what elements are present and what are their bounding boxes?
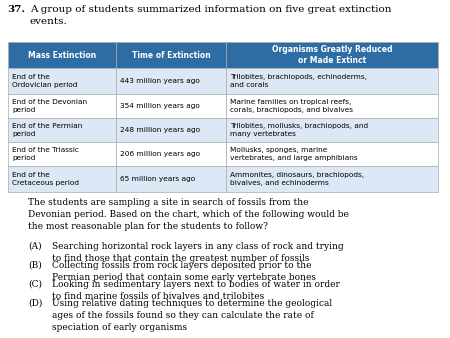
Bar (226, 94, 438, 118)
Bar (116, 166, 226, 192)
Bar (226, 42, 438, 68)
Text: Time of Extinction: Time of Extinction (131, 50, 211, 59)
Bar (226, 166, 438, 192)
Text: A group of students summarized information on five great extinction
events.: A group of students summarized informati… (30, 5, 391, 26)
Bar (116, 94, 226, 118)
Text: (C): (C) (28, 280, 42, 289)
Bar (226, 68, 438, 94)
Text: Using relative dating techniques to determine the geological
ages of the fossils: Using relative dating techniques to dete… (52, 299, 332, 332)
Bar (116, 42, 226, 68)
Text: End of the
Ordovician period: End of the Ordovician period (12, 74, 77, 88)
Bar (8, 94, 116, 118)
Text: Trilobites, mollusks, brachiopods, and
many vertebrates: Trilobites, mollusks, brachiopods, and m… (230, 123, 368, 137)
Text: 443 million years ago: 443 million years ago (120, 78, 200, 84)
Text: Organisms Greatly Reduced
or Made Extinct: Organisms Greatly Reduced or Made Extinc… (272, 45, 392, 65)
Text: 37.: 37. (7, 5, 25, 14)
Text: Collecting fossils from rock layers deposited prior to the
Permian period that c: Collecting fossils from rock layers depo… (52, 261, 316, 282)
Text: End of the
Cretaceous period: End of the Cretaceous period (12, 172, 79, 186)
Text: 206 million years ago: 206 million years ago (120, 151, 200, 157)
Bar (8, 68, 116, 94)
Text: End of the Triassic
period: End of the Triassic period (12, 147, 79, 161)
Bar (226, 118, 438, 142)
Text: (B): (B) (28, 261, 42, 270)
Bar (8, 42, 116, 68)
Text: 248 million years ago: 248 million years ago (120, 127, 200, 133)
Bar (8, 166, 116, 192)
Text: 65 million years ago: 65 million years ago (120, 176, 195, 182)
Text: 354 million years ago: 354 million years ago (120, 103, 200, 109)
Text: Mollusks, sponges, marine
vertebrates, and large amphibians: Mollusks, sponges, marine vertebrates, a… (230, 147, 358, 161)
Text: The students are sampling a site in search of fossils from the
Devonian period. : The students are sampling a site in sear… (28, 198, 349, 231)
Text: Looking in sedimentary layers next to bodies of water in order
to find marine fo: Looking in sedimentary layers next to bo… (52, 280, 340, 301)
Bar (116, 142, 226, 166)
Text: Marine families on tropical reefs,
corals, brachiopods, and bivalves: Marine families on tropical reefs, coral… (230, 99, 353, 113)
Bar (8, 142, 116, 166)
Text: Mass Extinction: Mass Extinction (28, 50, 96, 59)
Text: (D): (D) (28, 299, 42, 308)
Text: End of the Devonian
period: End of the Devonian period (12, 99, 87, 113)
Bar (226, 142, 438, 166)
Text: (A): (A) (28, 242, 41, 251)
Bar (116, 118, 226, 142)
Text: End of the Permian
period: End of the Permian period (12, 123, 82, 137)
Bar (116, 68, 226, 94)
Text: Ammonites, dinosaurs, brachiopods,
bivalves, and echinoderms: Ammonites, dinosaurs, brachiopods, bival… (230, 172, 364, 186)
Text: Trilobites, brachiopods, echinoderms,
and corals: Trilobites, brachiopods, echinoderms, an… (230, 74, 367, 88)
Bar (8, 118, 116, 142)
Text: Searching horizontal rock layers in any class of rock and trying
to find those t: Searching horizontal rock layers in any … (52, 242, 344, 263)
